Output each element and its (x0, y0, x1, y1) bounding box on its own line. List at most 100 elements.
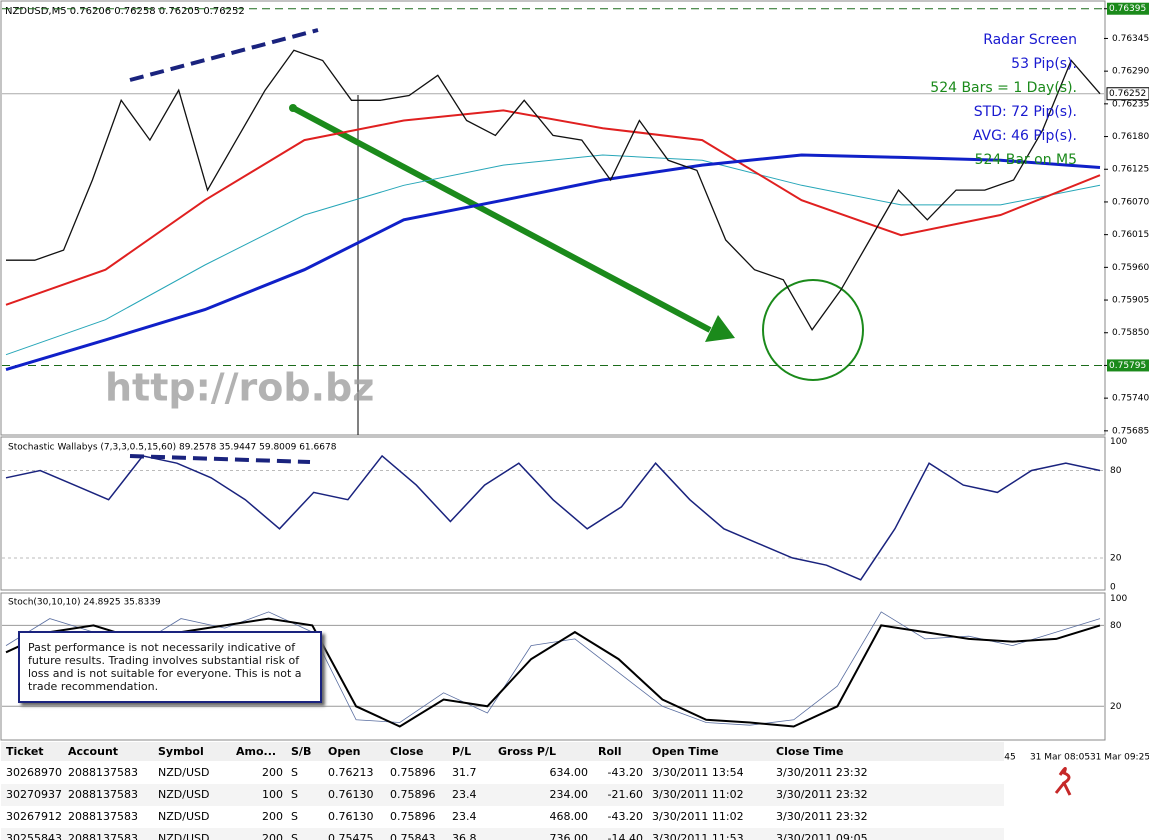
watermark: http://rob.bz (105, 366, 374, 410)
signal-line (5, 611, 1101, 726)
table-cell: 0.76130 (328, 788, 374, 801)
x-tick-label: 31 Mar 08:05 (1030, 753, 1090, 763)
chart-header: NZDUSD,M5 0.76206 0.76258 0.76205 0.7625… (5, 6, 245, 17)
trend-line (129, 28, 319, 82)
y-tick-label: 0 (1110, 583, 1116, 593)
table-cell: 3/30/2011 09:05 (776, 832, 868, 840)
table-cell: 31.7 (452, 766, 477, 779)
row-bg (1, 784, 1004, 806)
arrow-start (289, 104, 297, 112)
table-cell: 2088137583 (68, 832, 138, 840)
logo (1054, 767, 1072, 796)
table-cell: S (291, 766, 298, 779)
x-tick-label: 45 (1004, 753, 1015, 763)
arrow-head (705, 315, 735, 342)
table-cell: 2088137583 (68, 766, 138, 779)
table-cell: 30270937 (6, 788, 62, 801)
table-cell: 2088137583 (68, 788, 138, 801)
table-cell: 0.75896 (390, 810, 436, 823)
table-cell: 23.4 (452, 788, 477, 801)
table-cell: S (291, 788, 298, 801)
y-tick-label: 100 (1110, 437, 1127, 447)
table-header (1, 742, 1004, 761)
table-cell: 736.00 (550, 832, 589, 840)
level-label: 0.76395 (1109, 4, 1146, 14)
column-header: Amo... (236, 745, 276, 758)
moving-average (5, 109, 1101, 306)
row-bg (1, 828, 1004, 840)
indicator-label: Stochastic Wallabys (7,3,3,0.5,15,60) 89… (8, 443, 337, 453)
table-cell: S (291, 832, 298, 840)
table-cell: 23.4 (452, 810, 477, 823)
table-cell: 3/30/2011 11:02 (652, 810, 744, 823)
y-tick-label: 0.75850 (1112, 328, 1149, 338)
table-cell: 30267912 (6, 810, 62, 823)
price-box (1106, 87, 1149, 101)
wallabys-frame (0, 436, 1106, 591)
y-tick-label: 100 (1110, 594, 1127, 604)
table-cell: 200 (262, 832, 283, 840)
table-cell: 634.00 (550, 766, 589, 779)
radar-text: 53 Pip(s). (1011, 56, 1077, 72)
table-cell: 100 (262, 788, 283, 801)
column-header: S/B (291, 745, 311, 758)
column-header: Close Time (776, 745, 843, 758)
column-header: Account (68, 745, 118, 758)
table-cell: 3/30/2011 11:02 (652, 788, 744, 801)
table-cell: -43.20 (608, 766, 643, 779)
y-tick-label: 80 (1110, 621, 1122, 631)
table-cell: 3/30/2011 11:53 (652, 832, 744, 840)
price-label: 0.76252 (1109, 89, 1146, 99)
table-cell: 0.75843 (390, 832, 436, 840)
moving-average (5, 154, 1101, 356)
y-tick-label: 0.76235 (1112, 99, 1149, 109)
level-box (1107, 2, 1149, 15)
radar-text: Radar Screen (983, 32, 1077, 48)
x-tick-label: 31 Mar 09:25 (1090, 753, 1149, 763)
y-tick-label: 0.76015 (1112, 230, 1149, 240)
level-box (1107, 359, 1149, 372)
y-tick-label: 0.75960 (1112, 263, 1149, 273)
table-cell: 0.75896 (390, 766, 436, 779)
y-tick-label: 0.75685 (1112, 426, 1149, 436)
table-cell: 0.75896 (390, 788, 436, 801)
table-cell: 36.8 (452, 832, 477, 840)
column-header: Open (328, 745, 361, 758)
y-tick-label: 0.75740 (1112, 394, 1149, 404)
radar-text: 524 Bars = 1 Day(s). (930, 80, 1077, 96)
radar-text: 524 Bar on M5 (975, 152, 1077, 168)
y-tick-label: 0.76290 (1112, 67, 1149, 77)
table-cell: 234.00 (550, 788, 589, 801)
level-label: 0.75795 (1109, 361, 1146, 371)
table-cell: 0.76130 (328, 810, 374, 823)
main-line (5, 617, 1101, 728)
column-header: Ticket (6, 745, 44, 758)
y-tick-label: 0.76345 (1112, 34, 1149, 44)
highlight-circle (762, 279, 864, 381)
table-cell: NZD/USD (158, 766, 209, 779)
stoch-frame (0, 592, 1106, 741)
radar-text: AVG: 46 Pip(s). (973, 128, 1077, 144)
column-header: Symbol (158, 745, 204, 758)
table-cell: 0.75475 (328, 832, 374, 840)
y-tick-label: 0.76180 (1112, 132, 1149, 142)
table-cell: NZD/USD (158, 810, 209, 823)
radar-text: STD: 72 Pip(s). (974, 104, 1077, 120)
arrow (291, 105, 712, 333)
y-tick-label: 0.76125 (1112, 165, 1149, 175)
table-cell: -14.40 (608, 832, 643, 840)
y-tick-label: 80 (1110, 466, 1122, 476)
table-cell: 3/30/2011 23:32 (776, 766, 868, 779)
table-cell: NZD/USD (158, 788, 209, 801)
moving-average (5, 153, 1101, 372)
table-cell: 3/30/2011 13:54 (652, 766, 744, 779)
y-tick-label: 20 (1110, 702, 1122, 712)
column-header: Gross P/L (498, 745, 556, 758)
table-cell: 0.76213 (328, 766, 374, 779)
column-header: Close (390, 745, 423, 758)
price-frame (0, 0, 1106, 436)
price-line (6, 49, 1101, 331)
table-cell: 30255843 (6, 832, 62, 840)
